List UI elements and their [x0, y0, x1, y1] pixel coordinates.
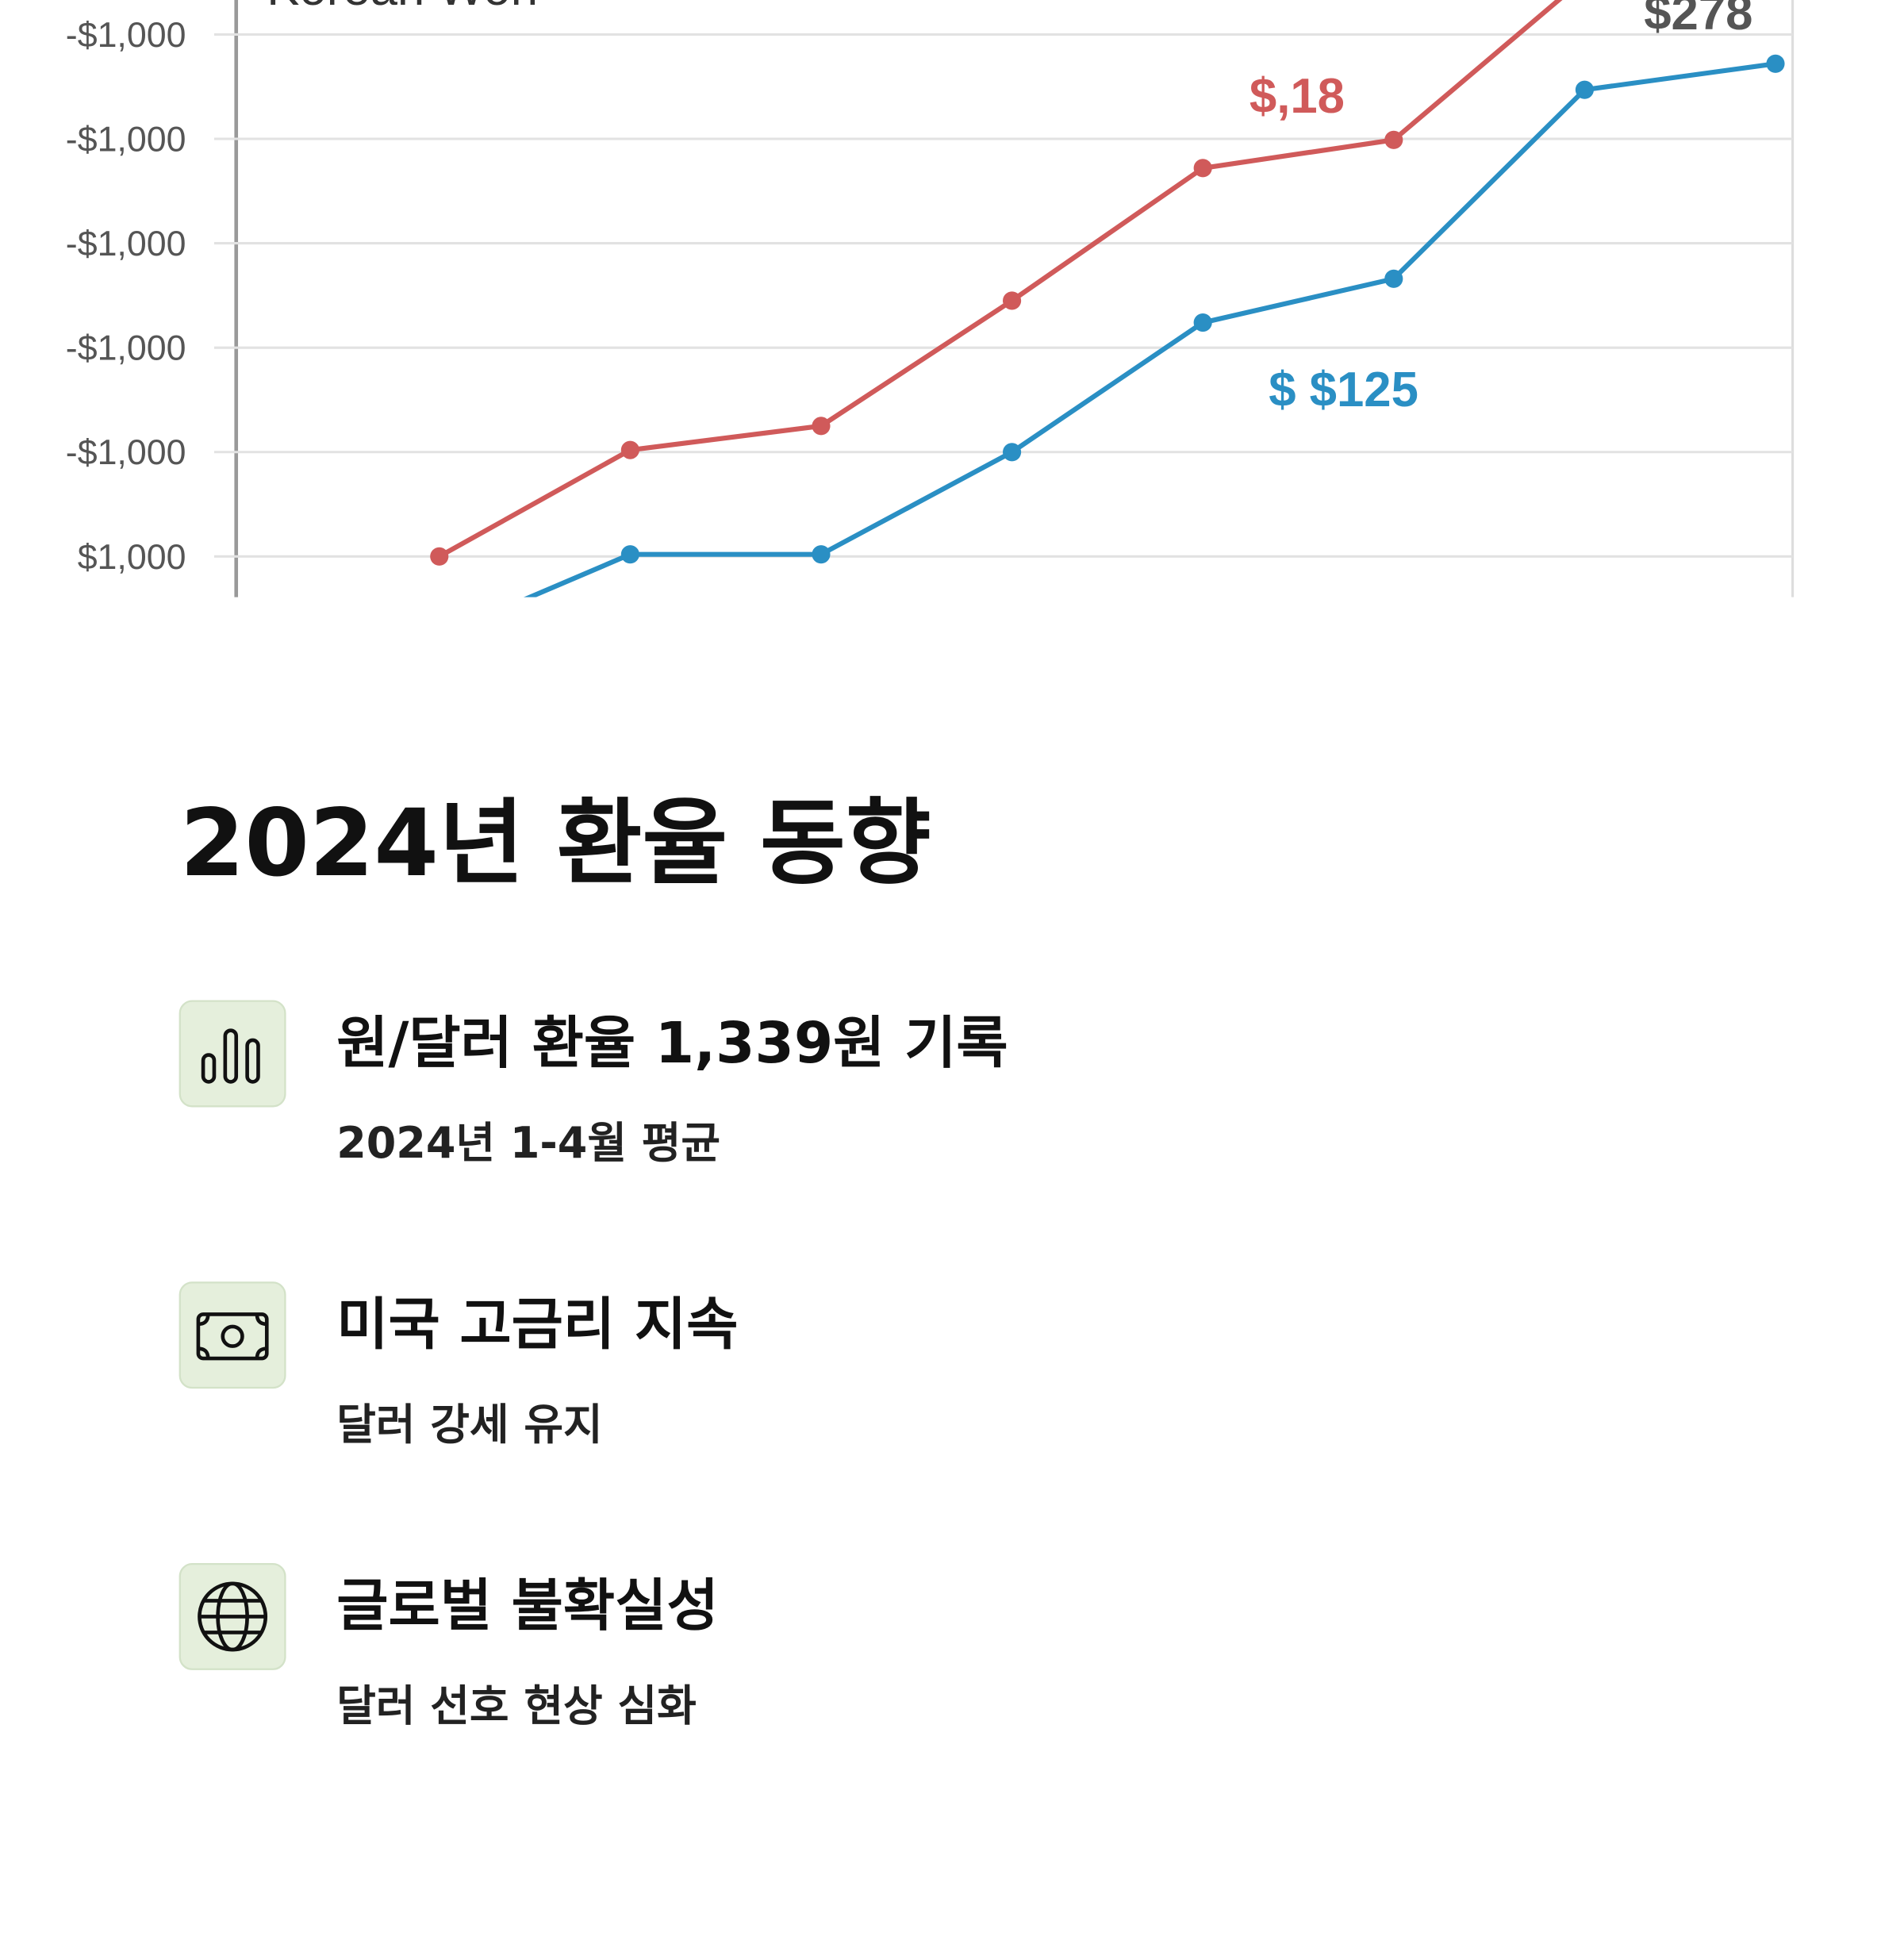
data-point — [1575, 80, 1594, 99]
item-heading: 미국 고금리 지속 — [336, 1292, 738, 1358]
annotation: $,18 — [1250, 69, 1345, 124]
item-heading: 원/달러 환율 1,339원 기록 — [336, 1010, 1008, 1076]
y-tick-label: -$1,000 — [66, 433, 186, 472]
data-point — [430, 627, 448, 645]
plot-area — [430, 0, 1785, 645]
data-point — [1384, 130, 1403, 149]
series-line — [438, 0, 1563, 559]
data-point — [812, 417, 831, 436]
item-subtext: 달러 선호 현상 심화 — [336, 1681, 697, 1731]
data-point — [1003, 291, 1022, 310]
data-point — [812, 545, 831, 564]
item-heading: 글로벌 불확실성 — [336, 1573, 719, 1638]
data-point — [1193, 159, 1212, 178]
annotation: $278 — [1644, 0, 1752, 40]
y-tick-label: -$1,000 — [66, 225, 186, 263]
series-line — [524, 61, 1776, 597]
y-tick-label: -$1,000 — [66, 120, 186, 159]
y-tick-label: -$1,000 — [66, 329, 186, 368]
data-point — [1193, 313, 1212, 332]
annotation: $ $125 — [1269, 363, 1418, 417]
item-icon — [178, 1000, 286, 1108]
y-tick-label: -$1,000 — [66, 16, 186, 55]
data-point — [620, 440, 639, 459]
item-icon — [178, 1281, 286, 1389]
data-point — [1766, 54, 1785, 73]
chart-title: Korean Won — [267, 0, 538, 16]
section-title: 2024년 환율 동향 — [180, 789, 931, 897]
item-subtext: 달러 강세 유지 — [336, 1400, 603, 1450]
y-tick-label: $1,000 — [78, 538, 186, 577]
data-point — [430, 547, 449, 566]
data-point — [1003, 443, 1022, 462]
item-icon — [178, 1562, 286, 1670]
data-point — [620, 545, 639, 564]
chart-image: Korean Won $1,000 -$1,000 -$1,000 -$1,000 -$… — [66, 0, 1795, 645]
data-point — [1384, 269, 1403, 288]
item-subtext: 2024년 1-4월 평균 — [336, 1118, 720, 1168]
